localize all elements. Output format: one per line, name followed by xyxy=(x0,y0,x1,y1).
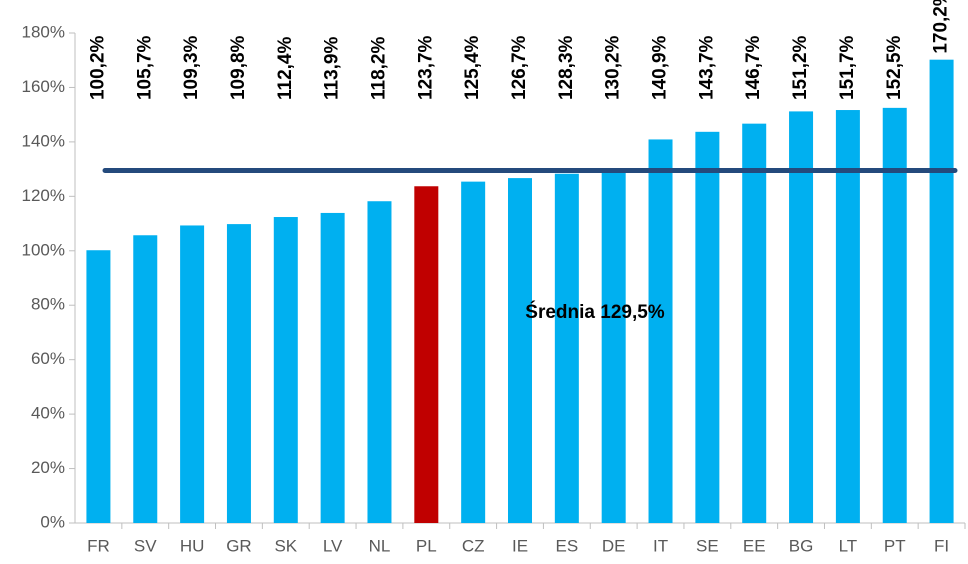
bar xyxy=(789,111,814,524)
value-label: 128,3% xyxy=(556,35,577,100)
x-tick-label: GR xyxy=(226,536,252,555)
bar xyxy=(648,139,673,523)
x-tick-label: LT xyxy=(839,536,858,555)
value-label: 105,7% xyxy=(134,35,155,100)
x-tick-label: IE xyxy=(512,536,528,555)
bar xyxy=(367,201,392,523)
value-label: 118,2% xyxy=(368,37,389,100)
value-label: 151,7% xyxy=(837,35,858,100)
bar xyxy=(414,186,439,523)
bar xyxy=(461,181,486,523)
bar xyxy=(180,225,205,523)
value-label: 170,2% xyxy=(931,0,952,54)
y-tick-label: 80% xyxy=(31,295,65,314)
y-tick-label: 20% xyxy=(31,458,65,477)
x-tick-label: SE xyxy=(696,536,719,555)
y-tick-label: 100% xyxy=(22,240,65,259)
bar xyxy=(835,110,860,524)
bar xyxy=(695,131,720,524)
x-tick-label: CZ xyxy=(462,536,485,555)
x-tick-label: FR xyxy=(87,536,110,555)
value-label: 151,2% xyxy=(790,35,811,100)
value-label: 109,8% xyxy=(228,35,249,100)
value-label: 130,2% xyxy=(603,35,624,100)
bar xyxy=(320,212,345,523)
value-label: 140,9% xyxy=(650,35,671,100)
bar xyxy=(554,173,579,523)
value-label: 152,5% xyxy=(884,35,905,100)
bar xyxy=(882,107,907,523)
average-label: Średnia 129,5% xyxy=(525,301,665,323)
x-tick-label: PL xyxy=(416,536,437,555)
x-tick-label: LV xyxy=(323,536,343,555)
bar xyxy=(929,59,954,524)
bar xyxy=(273,217,298,523)
y-tick-label: 140% xyxy=(22,131,65,150)
bar xyxy=(742,123,767,524)
value-label: 100,2% xyxy=(87,35,108,100)
bar xyxy=(133,235,158,523)
y-tick-label: 40% xyxy=(31,404,65,423)
y-tick-label: 180% xyxy=(22,22,65,41)
x-tick-label: DE xyxy=(602,536,626,555)
y-tick-label: 60% xyxy=(31,349,65,368)
y-tick-label: 160% xyxy=(22,77,65,96)
y-tick-label: 0% xyxy=(40,512,65,531)
x-tick-label: BG xyxy=(789,536,814,555)
x-tick-label: IT xyxy=(653,536,668,555)
x-tick-label: ES xyxy=(555,536,578,555)
x-tick-label: SV xyxy=(134,536,157,555)
bar xyxy=(601,168,626,524)
bar xyxy=(508,178,532,523)
bar xyxy=(226,224,251,523)
x-tick-label: SK xyxy=(274,536,297,555)
value-label: 112,4% xyxy=(275,37,296,100)
value-label: 123,7% xyxy=(415,35,436,100)
value-label: 125,4% xyxy=(462,35,483,100)
x-tick-label: PT xyxy=(884,536,906,555)
x-tick-label: EE xyxy=(743,536,766,555)
value-label: 143,7% xyxy=(696,35,717,100)
x-tick-label: NL xyxy=(369,536,391,555)
value-label: 109,3% xyxy=(181,35,202,100)
value-label: 146,7% xyxy=(743,35,764,100)
bar xyxy=(86,250,111,523)
x-tick-label: FI xyxy=(934,536,949,555)
value-label: 113,9% xyxy=(322,37,343,100)
x-tick-label: HU xyxy=(180,536,205,555)
value-label: 126,7% xyxy=(509,35,530,100)
y-tick-label: 120% xyxy=(22,186,65,205)
